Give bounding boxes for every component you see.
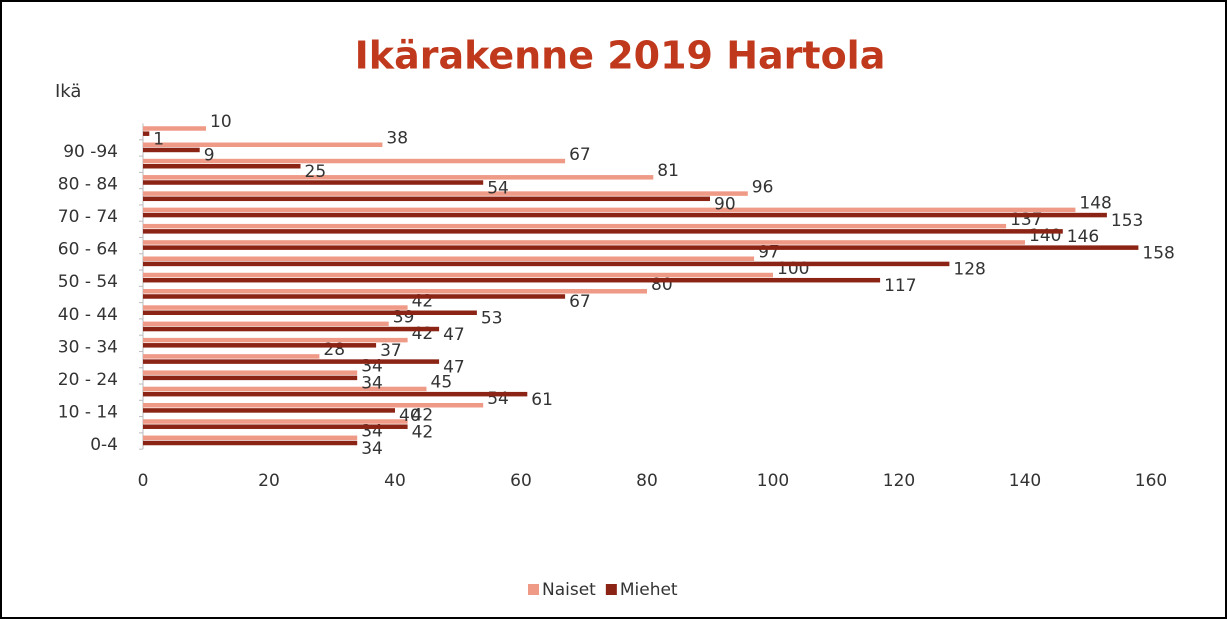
data-label: 42 (412, 422, 434, 442)
x-tick-label: 40 (384, 471, 406, 491)
bar (143, 223, 1007, 229)
x-tick-label: 140 (1009, 471, 1041, 491)
bar (143, 131, 150, 136)
bar (143, 294, 566, 299)
data-label: 158 (1142, 243, 1174, 263)
bar (143, 386, 427, 392)
x-tick-label: 120 (883, 471, 915, 491)
bar (143, 402, 484, 408)
chart-title: Ikärakenne 2019 Hartola (355, 34, 886, 78)
data-label: 67 (569, 145, 591, 165)
y-tick-label: 40 - 44 (58, 305, 118, 325)
data-label: 40 (399, 406, 421, 426)
bar (143, 370, 358, 375)
bar (143, 175, 654, 180)
legend-label: Naiset (542, 580, 596, 600)
data-label: 34 (361, 374, 383, 394)
y-tick-label: 80 - 84 (58, 175, 118, 195)
bar (143, 326, 440, 332)
data-label: 54 (487, 178, 509, 198)
bar (143, 142, 383, 148)
legend-swatch (605, 584, 617, 595)
data-label: 10 (210, 112, 232, 132)
x-tick-label: 160 (1135, 471, 1167, 491)
data-label: 148 (1079, 194, 1111, 214)
x-tick-label: 20 (258, 471, 280, 491)
data-label: 67 (569, 292, 591, 312)
data-label: 37 (380, 341, 402, 361)
bar (143, 419, 408, 424)
bar (143, 359, 440, 364)
bar (143, 196, 710, 202)
data-label: 1 (153, 129, 164, 149)
bar (143, 163, 301, 169)
data-label: 96 (752, 177, 774, 197)
y-tick-label: 50 - 54 (58, 272, 118, 292)
data-label: 53 (481, 309, 503, 329)
bar (143, 343, 377, 348)
bar (143, 277, 881, 283)
x-tick-label: 60 (510, 471, 532, 491)
y-tick-label: 90 -94 (63, 142, 118, 162)
y-axis-title: Ikä (55, 81, 81, 102)
bar (143, 305, 408, 310)
bar (143, 180, 484, 185)
y-tick-label: 10 - 14 (58, 402, 118, 422)
bar (143, 272, 773, 278)
data-label: 38 (386, 129, 408, 149)
x-tick-label: 80 (636, 471, 658, 491)
legend-swatch (528, 584, 539, 595)
x-tick-label: 0 (138, 471, 149, 491)
bar (143, 240, 1025, 245)
bar (143, 191, 748, 196)
bar (143, 229, 1063, 234)
data-label: 45 (431, 373, 453, 393)
data-label: 153 (1111, 211, 1143, 231)
y-tick-label: 70 - 74 (58, 207, 118, 227)
y-tick-label: 60 - 64 (58, 240, 118, 260)
data-label: 90 (714, 195, 736, 215)
bar (143, 408, 395, 413)
bar (143, 289, 647, 294)
data-label: 128 (953, 260, 985, 280)
legend-label: Miehet (620, 580, 678, 600)
bar (143, 435, 358, 441)
bar (143, 391, 528, 397)
bar (143, 126, 206, 131)
bar (143, 212, 1107, 218)
data-label: 81 (657, 161, 679, 181)
data-label: 25 (305, 162, 327, 182)
bar (143, 354, 320, 359)
y-tick-label: 20 - 24 (58, 370, 118, 390)
y-tick-label: 30 - 34 (58, 337, 118, 357)
data-label: 146 (1067, 227, 1099, 247)
data-label: 34 (361, 439, 383, 459)
bar (143, 261, 950, 267)
x-tick-label: 100 (757, 471, 789, 491)
data-label: 47 (443, 325, 465, 345)
bar (143, 375, 358, 381)
bar (143, 310, 477, 316)
data-label: 47 (443, 357, 465, 377)
data-label: 9 (204, 146, 215, 166)
bar (143, 147, 200, 153)
bar (143, 440, 358, 446)
data-label: 61 (531, 390, 553, 410)
bar (143, 207, 1076, 213)
bar (143, 256, 755, 261)
y-tick-label: 0-4 (90, 435, 118, 455)
bar (143, 337, 408, 343)
bar (143, 321, 389, 327)
data-label: 42 (412, 405, 434, 425)
bar (143, 245, 1139, 250)
bar (143, 424, 408, 429)
data-label: 117 (884, 276, 916, 296)
bar (143, 158, 566, 164)
